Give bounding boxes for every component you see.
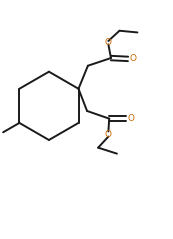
Text: O: O	[128, 114, 135, 123]
Text: O: O	[105, 38, 112, 47]
Text: O: O	[105, 130, 112, 139]
Text: O: O	[129, 54, 136, 63]
